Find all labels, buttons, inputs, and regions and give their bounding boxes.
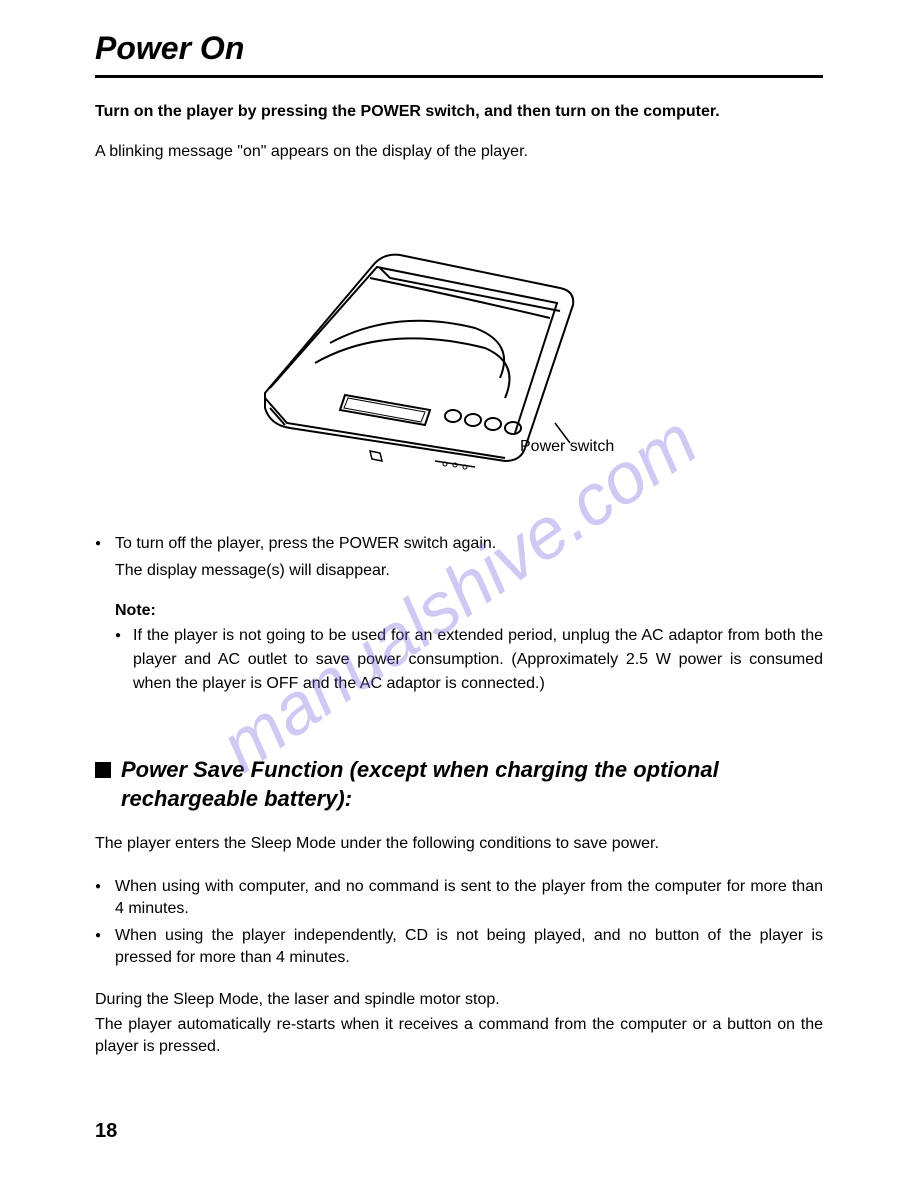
turn-off-bullet: To turn off the player, press the POWER …: [95, 533, 823, 555]
diagram-label-power-switch: Power switch: [520, 438, 614, 456]
note-label: Note:: [115, 602, 823, 620]
note-block: Note: If the player is not going to be u…: [95, 602, 823, 696]
intro-bold: Turn on the player by pressing the POWER…: [95, 103, 823, 121]
section-heading-row: Power Save Function (except when chargin…: [95, 756, 823, 813]
section2-intro: The player enters the Sleep Mode under t…: [95, 833, 823, 855]
intro-body: A blinking message "on" appears on the d…: [95, 141, 823, 163]
section2-bullet1: When using with computer, and no command…: [95, 876, 823, 921]
note-text: If the player is not going to be used fo…: [115, 624, 823, 696]
sleep-text1: During the Sleep Mode, the laser and spi…: [95, 989, 823, 1011]
turn-off-line2: The display message(s) will disappear.: [95, 560, 823, 582]
section2-bullet2: When using the player independently, CD …: [95, 925, 823, 970]
cd-player-icon: [215, 203, 615, 503]
section-square-icon: [95, 762, 111, 778]
page-title: Power On: [95, 30, 823, 78]
sleep-text2: The player automatically re-starts when …: [95, 1014, 823, 1059]
section-heading: Power Save Function (except when chargin…: [121, 756, 823, 813]
page-number: 18: [95, 1120, 117, 1143]
device-diagram: Power switch: [95, 183, 823, 523]
